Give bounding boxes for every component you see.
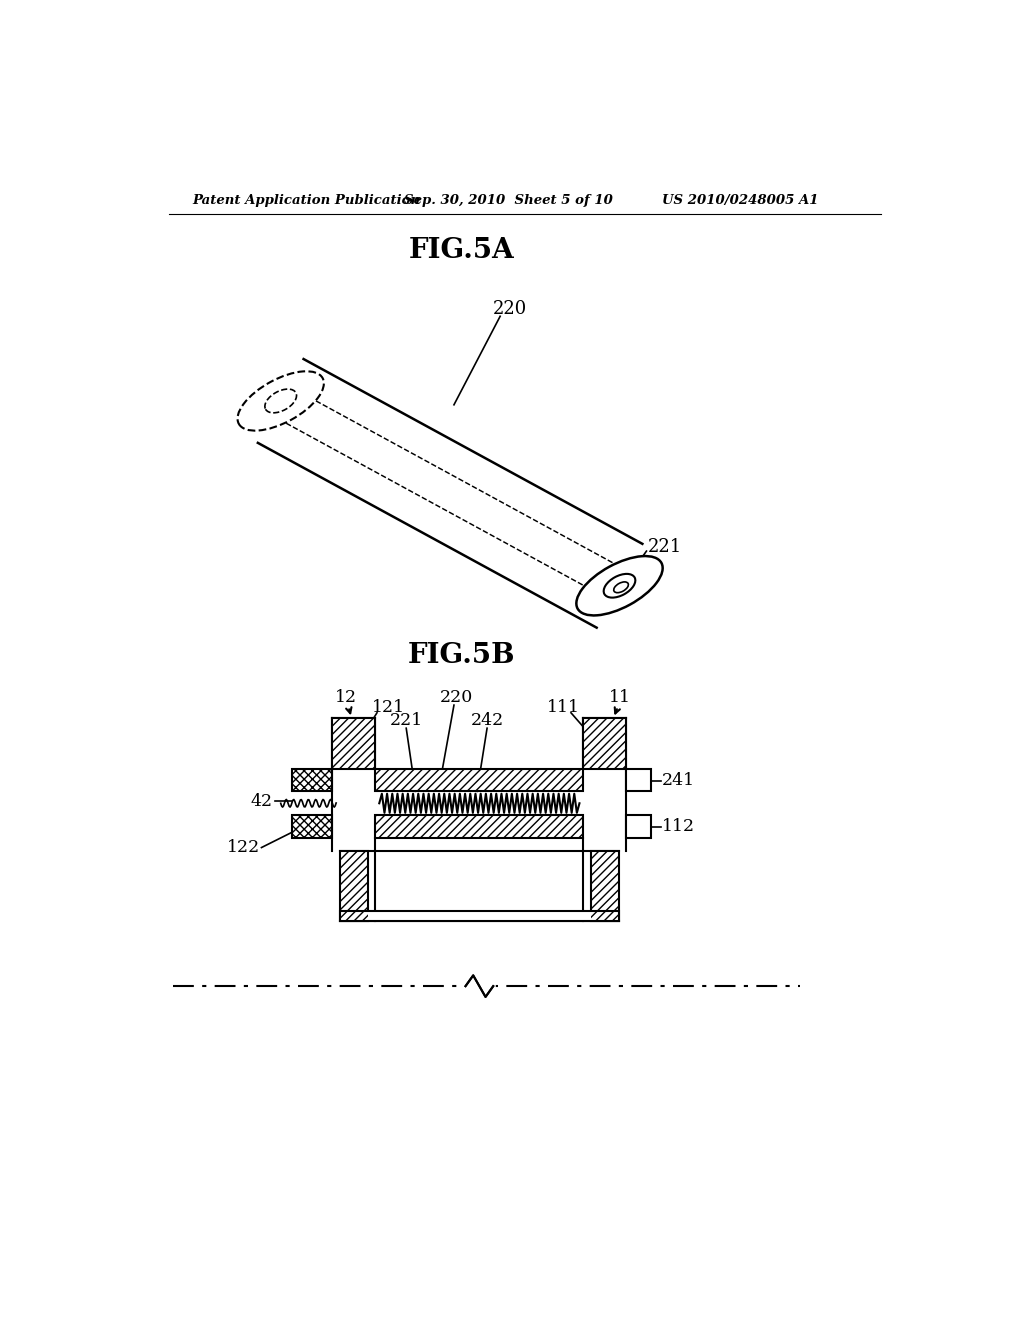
Bar [627,816,651,838]
Text: 241: 241 [662,772,695,789]
Ellipse shape [577,556,663,615]
Bar [292,816,333,838]
Text: 242: 242 [470,711,504,729]
Bar [340,851,368,921]
Bar [584,718,627,770]
Bar [627,770,651,792]
Bar [340,911,618,921]
Bar [376,816,584,838]
Text: 221: 221 [389,711,423,729]
Bar [376,770,584,792]
Text: 12: 12 [335,689,357,706]
Text: 122: 122 [226,840,260,857]
Text: 220: 220 [493,300,526,318]
Text: 220: 220 [439,689,473,706]
Bar [333,718,376,770]
Bar [591,851,618,921]
Bar [376,770,584,792]
Bar [292,816,333,838]
Bar [584,718,627,770]
Text: 111: 111 [547,698,580,715]
Bar [340,851,368,921]
Text: 11: 11 [609,689,631,706]
Bar [376,816,584,838]
Bar [292,770,333,792]
Text: FIG.5A: FIG.5A [409,238,514,264]
Text: 112: 112 [662,818,695,836]
Bar [292,770,333,792]
Text: 121: 121 [372,698,406,715]
Ellipse shape [238,371,324,430]
Bar [591,851,618,921]
Bar [333,718,376,770]
Text: 42: 42 [251,793,273,810]
Text: Patent Application Publication: Patent Application Publication [193,194,420,207]
Text: 221: 221 [648,539,682,556]
Text: US 2010/0248005 A1: US 2010/0248005 A1 [662,194,818,207]
Text: Sep. 30, 2010  Sheet 5 of 10: Sep. 30, 2010 Sheet 5 of 10 [403,194,612,207]
Text: FIG.5B: FIG.5B [408,642,515,668]
